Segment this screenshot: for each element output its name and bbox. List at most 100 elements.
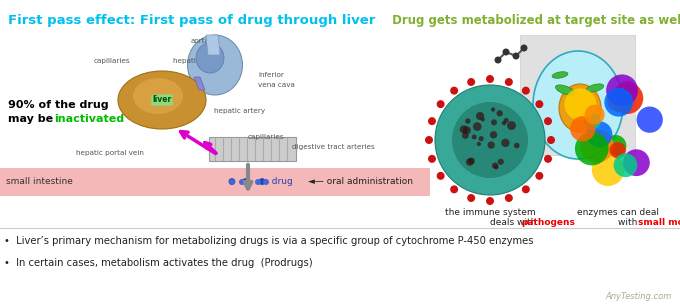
Ellipse shape: [188, 35, 243, 95]
Circle shape: [486, 75, 494, 83]
Circle shape: [612, 82, 643, 114]
Circle shape: [428, 155, 436, 163]
Ellipse shape: [586, 84, 604, 92]
Circle shape: [494, 165, 498, 170]
Circle shape: [544, 155, 552, 163]
Circle shape: [467, 194, 475, 202]
Circle shape: [607, 89, 630, 112]
Circle shape: [504, 118, 509, 123]
Ellipse shape: [118, 71, 206, 129]
Ellipse shape: [552, 72, 568, 78]
Circle shape: [481, 118, 485, 121]
Circle shape: [564, 88, 596, 120]
Circle shape: [462, 132, 469, 139]
Circle shape: [255, 179, 261, 185]
Circle shape: [514, 143, 520, 148]
Circle shape: [239, 179, 245, 185]
Circle shape: [463, 126, 471, 134]
Ellipse shape: [559, 84, 601, 132]
Circle shape: [507, 121, 516, 130]
Circle shape: [479, 136, 483, 141]
Circle shape: [592, 153, 624, 186]
Text: hepatic portal vein: hepatic portal vein: [76, 150, 144, 156]
Text: capillaries: capillaries: [94, 58, 131, 64]
Circle shape: [466, 158, 474, 166]
Polygon shape: [206, 35, 220, 55]
Text: aorta: aorta: [190, 38, 209, 44]
Text: vena cava: vena cava: [258, 82, 295, 88]
Circle shape: [617, 81, 637, 101]
Circle shape: [488, 141, 495, 149]
FancyBboxPatch shape: [209, 137, 296, 161]
Text: capillaries: capillaries: [248, 134, 285, 140]
Circle shape: [450, 87, 458, 95]
Circle shape: [581, 129, 614, 163]
Text: with: with: [618, 218, 641, 227]
Ellipse shape: [196, 43, 224, 73]
Bar: [520, 35, 635, 155]
Circle shape: [465, 118, 471, 124]
Circle shape: [535, 172, 543, 180]
Circle shape: [585, 105, 605, 125]
Circle shape: [477, 142, 481, 146]
Circle shape: [263, 179, 269, 185]
Text: digestive tract arteries: digestive tract arteries: [292, 144, 375, 150]
Circle shape: [586, 121, 613, 147]
Text: •  In certain cases, metabolism activates the drug  (Prodrugs): • In certain cases, metabolism activates…: [4, 258, 313, 268]
Circle shape: [547, 136, 555, 144]
Circle shape: [425, 136, 433, 144]
Circle shape: [437, 100, 445, 108]
Circle shape: [520, 44, 528, 51]
Circle shape: [535, 100, 543, 108]
Circle shape: [473, 122, 481, 131]
Circle shape: [570, 116, 596, 141]
Text: enzymes can deal: enzymes can deal: [577, 208, 659, 217]
Circle shape: [583, 113, 600, 129]
Circle shape: [505, 194, 513, 202]
Text: liver: liver: [152, 95, 171, 105]
Circle shape: [437, 172, 445, 180]
Text: 90% of the drug: 90% of the drug: [8, 100, 109, 110]
Bar: [0, 168, 430, 196]
Circle shape: [623, 149, 650, 176]
Circle shape: [492, 162, 498, 169]
Circle shape: [501, 139, 509, 147]
Circle shape: [498, 159, 504, 165]
Circle shape: [450, 185, 458, 193]
Circle shape: [472, 134, 477, 140]
Ellipse shape: [556, 85, 575, 95]
Text: ●  ●   ●  drug: ● ● ● drug: [228, 177, 293, 186]
Circle shape: [468, 158, 475, 164]
Circle shape: [610, 142, 626, 158]
Text: ◄— oral administration: ◄— oral administration: [308, 177, 413, 186]
Text: hepatic artery: hepatic artery: [214, 108, 266, 114]
Text: may be: may be: [8, 114, 57, 124]
Circle shape: [636, 106, 663, 133]
Circle shape: [490, 131, 497, 139]
Circle shape: [502, 121, 507, 125]
Circle shape: [513, 53, 520, 59]
Circle shape: [460, 125, 468, 134]
Circle shape: [605, 135, 626, 157]
Circle shape: [606, 74, 638, 106]
Ellipse shape: [133, 78, 183, 114]
Circle shape: [435, 85, 545, 195]
Text: hepatic vein: hepatic vein: [173, 58, 217, 64]
Text: First pass effect: First pass of drug through liver: First pass effect: First pass of drug th…: [8, 14, 375, 27]
Text: Drug gets metabolized at target site as well: Drug gets metabolized at target site as …: [388, 14, 680, 27]
Circle shape: [575, 132, 609, 166]
Circle shape: [486, 197, 494, 205]
Text: small intestine: small intestine: [6, 177, 73, 186]
Text: AnyTesting.com: AnyTesting.com: [606, 292, 672, 301]
Circle shape: [613, 153, 637, 177]
Circle shape: [503, 48, 509, 55]
Polygon shape: [194, 77, 205, 90]
Circle shape: [522, 87, 530, 95]
Circle shape: [544, 117, 552, 125]
Circle shape: [491, 107, 495, 112]
Circle shape: [229, 179, 235, 185]
Text: small molecules: small molecules: [638, 218, 680, 227]
Circle shape: [476, 112, 484, 120]
Text: inactivated: inactivated: [54, 114, 124, 124]
Text: inferior: inferior: [258, 72, 284, 78]
